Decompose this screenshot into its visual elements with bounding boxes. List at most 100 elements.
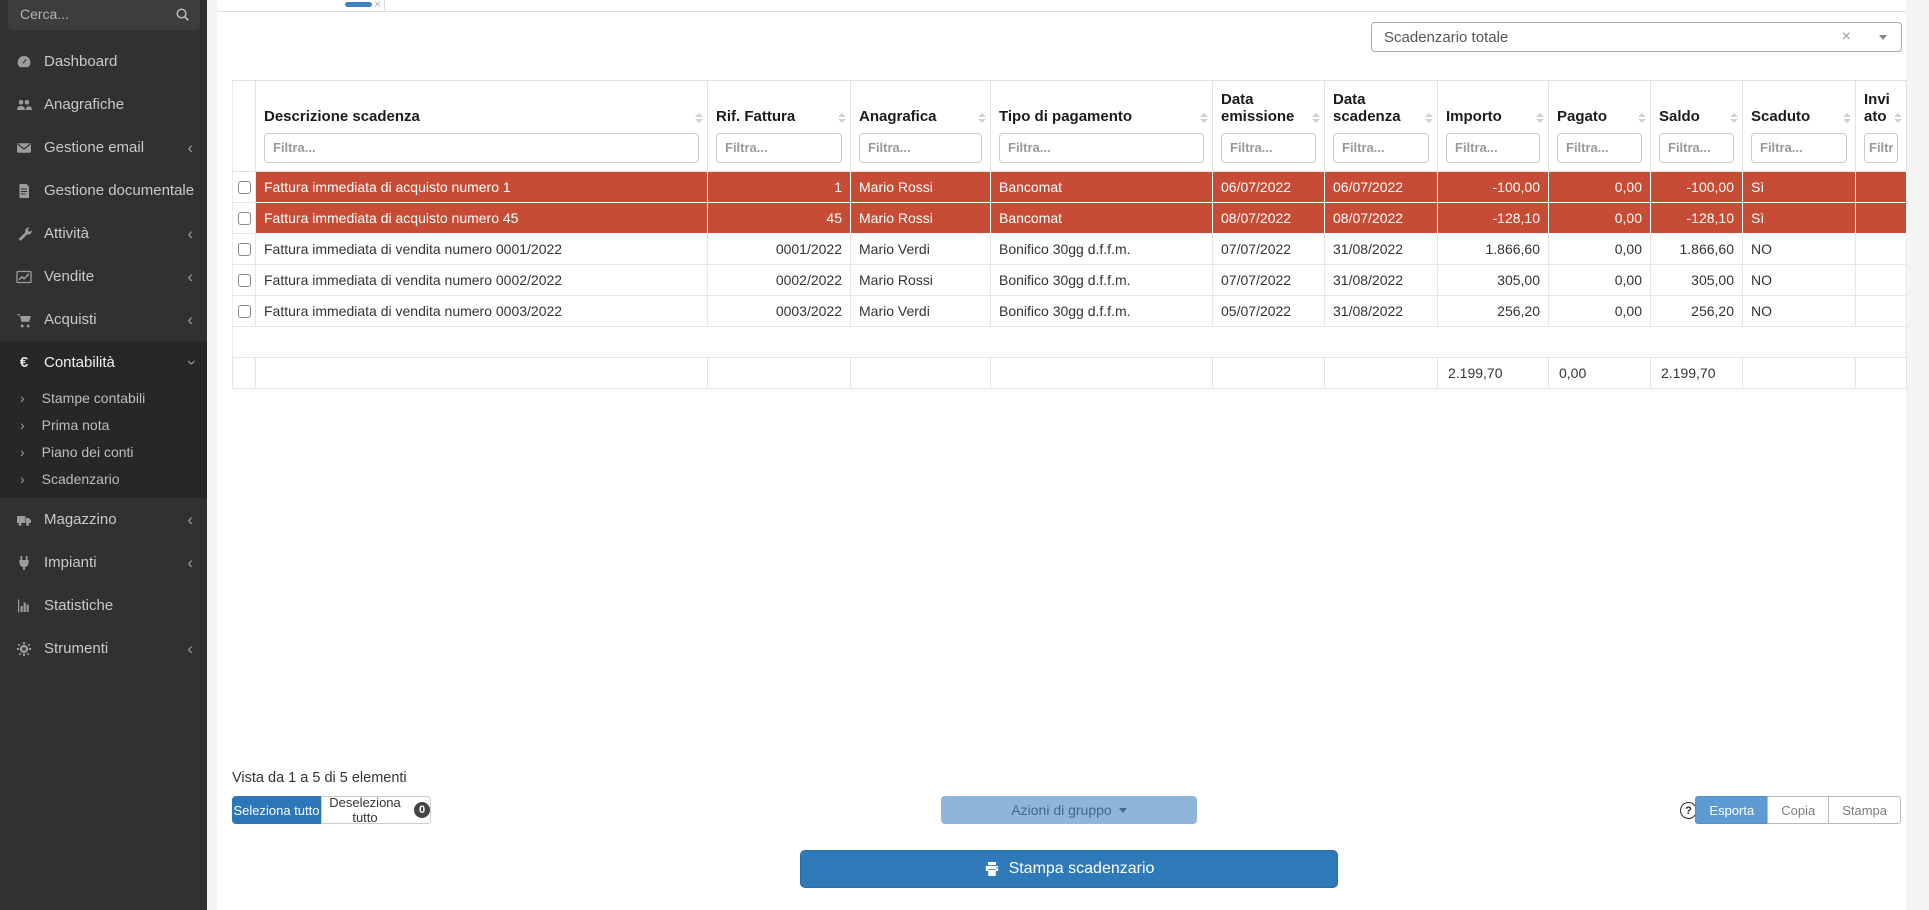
sidebar-item-statistiche[interactable]: Statistiche — [0, 584, 207, 627]
table-row[interactable]: Fattura immediata di acquisto numero 45 4… — [232, 202, 1907, 234]
table-cell: 31/08/2022 — [1324, 233, 1438, 265]
submenu-item-label: Scadenzario — [41, 470, 120, 487]
search-input[interactable] — [8, 0, 200, 30]
sort-icon — [1425, 112, 1433, 123]
chevron-left-icon: ‹ — [187, 310, 193, 329]
sidebar-item-impianti[interactable]: Impianti ‹ — [0, 541, 207, 584]
sidebar-item-label: Gestione email — [44, 139, 145, 156]
chevron-left-icon: ‹ — [187, 639, 193, 658]
table-cell: NO — [1742, 233, 1856, 265]
cart-icon — [15, 312, 33, 328]
filter-input-tipo-pagamento[interactable] — [999, 132, 1204, 163]
sidebar-item-acquisti[interactable]: Acquisti ‹ — [0, 298, 207, 341]
chevron-down-icon[interactable] — [1879, 34, 1887, 40]
filter-input-saldo[interactable] — [1659, 132, 1734, 163]
sidebar-item-label: Vendite — [44, 268, 95, 285]
deselect-all-button[interactable]: Deseleziona tutto 0 — [321, 795, 431, 825]
export-button[interactable]: Esporta — [1695, 796, 1769, 824]
main-content: × Scadenzario totale × Descrizione scade… — [217, 0, 1907, 910]
scope-select-value: Scadenzario totale — [1384, 28, 1509, 46]
table-cell: Bancomat — [990, 170, 1213, 203]
print-button[interactable]: Stampa — [1828, 796, 1901, 824]
filter-input-inviato[interactable] — [1864, 132, 1898, 163]
filter-input-anagrafica[interactable] — [859, 132, 982, 163]
table-cell: 0,00 — [1548, 264, 1651, 296]
filter-input-scaduto[interactable] — [1751, 132, 1847, 163]
table-cell: Mario Verdi — [850, 233, 991, 265]
table-row[interactable]: Fattura immediata di vendita numero 0003… — [232, 295, 1907, 327]
table-cell: Bonifico 30gg d.f.f.m. — [990, 295, 1213, 327]
row-checkbox-cell — [232, 170, 256, 203]
table-row[interactable]: Fattura immediata di vendita numero 0001… — [232, 233, 1907, 265]
row-checkbox[interactable] — [237, 243, 251, 257]
column-header-descrizione[interactable]: Descrizione scadenza — [255, 80, 708, 171]
sidebar-item-magazzino[interactable]: Magazzino ‹ — [0, 498, 207, 541]
column-header-importo[interactable]: Importo — [1437, 80, 1549, 171]
column-header-data-scadenza[interactable]: Data scadenza — [1324, 80, 1438, 171]
table-header: Descrizione scadenza Rif. Fattura Anagra… — [232, 80, 1907, 171]
active-tab-indicator[interactable] — [345, 2, 372, 7]
sort-icon — [1894, 112, 1902, 123]
copy-button[interactable]: Copia — [1767, 796, 1830, 824]
table-cell: -100,00 — [1437, 170, 1549, 203]
sidebar-item-gestione-documentale[interactable]: Gestione documentale — [0, 169, 207, 212]
table-cell: 0002/2022 — [707, 264, 851, 296]
column-header-pagato[interactable]: Pagato — [1548, 80, 1651, 171]
column-header-scaduto[interactable]: Scaduto — [1742, 80, 1856, 171]
submenu-item-stampe-contabili[interactable]: › Stampe contabili — [0, 384, 207, 411]
sidebar-item-gestione-email[interactable]: Gestione email ‹ — [0, 126, 207, 169]
row-checkbox[interactable] — [237, 181, 251, 195]
row-checkbox-cell — [232, 202, 256, 234]
table-cell: Mario Verdi — [850, 295, 991, 327]
row-checkbox-cell — [232, 295, 256, 327]
sidebar-item-dashboard[interactable]: Dashboard — [0, 40, 207, 83]
sort-icon — [1638, 112, 1646, 123]
table-cell: 06/07/2022 — [1324, 170, 1438, 203]
select-all-button[interactable]: Seleziona tutto — [232, 796, 321, 824]
filter-input-pagato[interactable] — [1557, 132, 1642, 163]
close-icon[interactable]: × — [374, 0, 382, 11]
sort-icon — [1312, 112, 1320, 123]
row-checkbox[interactable] — [237, 305, 251, 319]
sidebar-item-contabilita[interactable]: € Contabilità ‹ — [0, 341, 207, 384]
group-actions-button[interactable]: Azioni di gruppo — [941, 796, 1197, 824]
arrow-right-icon: › — [20, 389, 25, 406]
table-cell: 07/07/2022 — [1212, 233, 1325, 265]
search-icon[interactable] — [175, 7, 190, 27]
sidebar-item-attivita[interactable]: Attività ‹ — [0, 212, 207, 255]
column-header-data-emissione[interactable]: Data emissione — [1212, 80, 1325, 171]
scope-select[interactable]: Scadenzario totale × — [1371, 22, 1902, 52]
chevron-left-icon: ‹ — [187, 224, 193, 243]
table-cell — [1855, 295, 1907, 327]
column-header-tipo-pagamento[interactable]: Tipo di pagamento — [990, 80, 1213, 171]
sidebar-item-strumenti[interactable]: Strumenti ‹ — [0, 627, 207, 670]
clear-icon[interactable]: × — [1841, 28, 1851, 45]
row-checkbox[interactable] — [237, 274, 251, 288]
filter-input-descrizione[interactable] — [264, 132, 699, 163]
sidebar-item-label: Magazzino — [44, 511, 117, 528]
gear-icon — [15, 641, 33, 657]
row-checkbox[interactable] — [237, 212, 251, 226]
column-header-rif-fattura[interactable]: Rif. Fattura — [707, 80, 851, 171]
table-row[interactable]: Fattura immediata di vendita numero 0002… — [232, 264, 1907, 296]
filter-input-importo[interactable] — [1446, 132, 1540, 163]
table-cell: Bonifico 30gg d.f.f.m. — [990, 264, 1213, 296]
filter-input-data-scadenza[interactable] — [1333, 132, 1429, 163]
filter-input-rif-fattura[interactable] — [716, 132, 842, 163]
sidebar-item-vendite[interactable]: Vendite ‹ — [0, 255, 207, 298]
plug-icon — [15, 555, 33, 571]
sidebar-item-label: Anagrafiche — [44, 96, 125, 113]
column-header-anagrafica[interactable]: Anagrafica — [850, 80, 991, 171]
submenu-item-piano-dei-conti[interactable]: › Piano dei conti — [0, 438, 207, 465]
column-header-inviato[interactable]: Inviato — [1855, 80, 1907, 171]
wrench-icon — [15, 226, 33, 242]
submenu-item-label: Piano dei conti — [41, 443, 134, 460]
submenu-item-prima-nota[interactable]: › Prima nota — [0, 411, 207, 438]
print-schedule-button[interactable]: Stampa scadenzario — [800, 850, 1338, 888]
filter-input-data-emissione[interactable] — [1221, 132, 1316, 163]
column-header-saldo[interactable]: Saldo — [1650, 80, 1743, 171]
sidebar-item-anagrafiche[interactable]: Anagrafiche — [0, 83, 207, 126]
submenu-item-scadenzario[interactable]: › Scadenzario — [0, 465, 207, 492]
